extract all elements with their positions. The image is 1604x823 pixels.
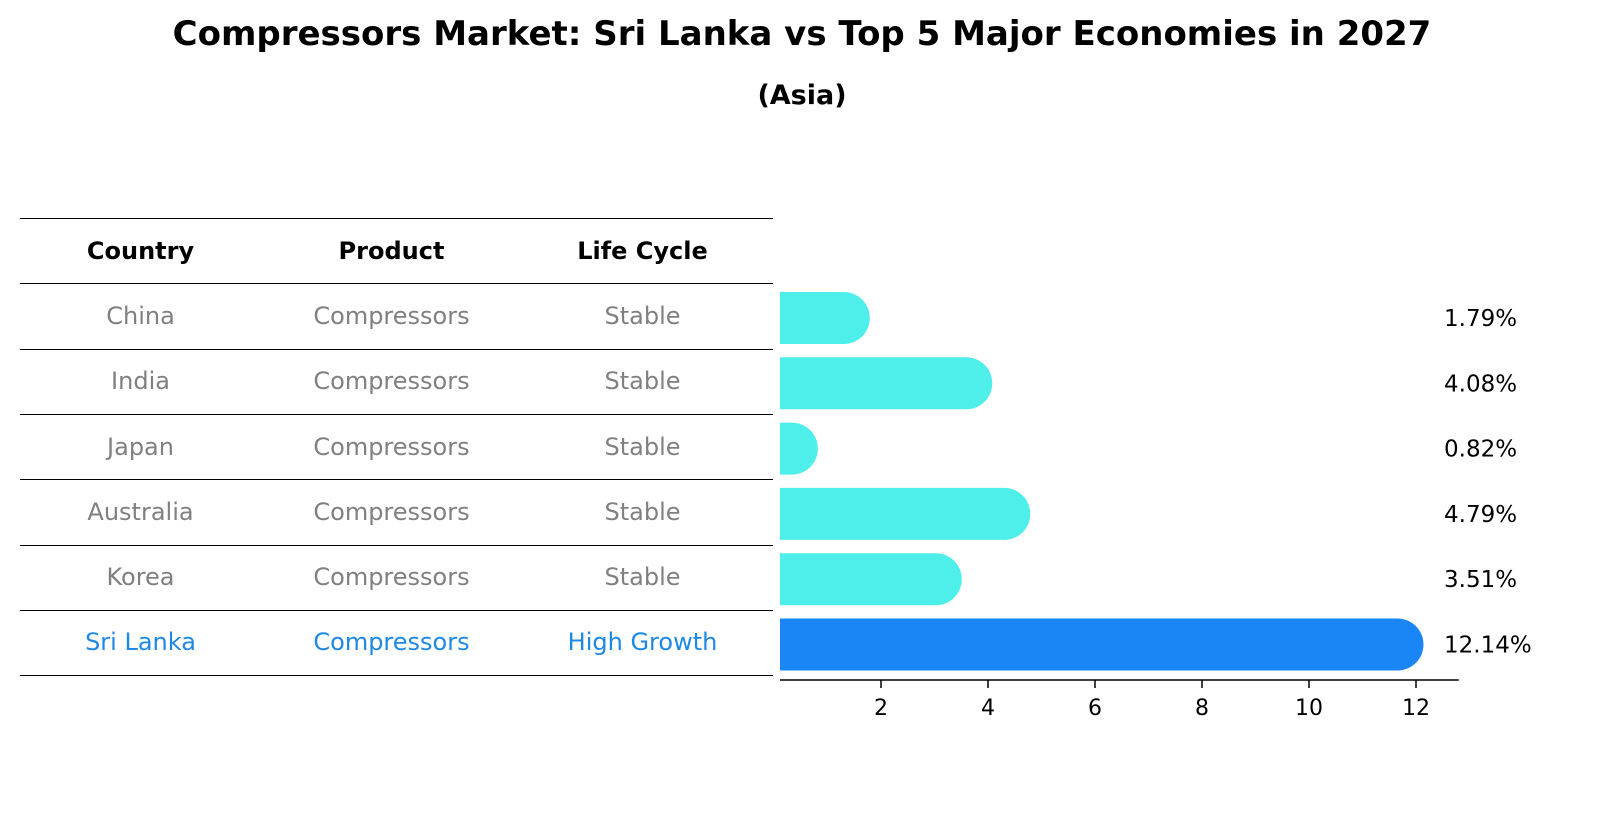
bar-australia [780, 487, 1031, 540]
column-header: Life Cycle [577, 237, 708, 265]
table-rule [20, 283, 773, 284]
bar-korea [780, 553, 962, 606]
bar-japan [780, 422, 818, 475]
table-cell: Stable [604, 433, 681, 461]
table-cell: Compressors [313, 498, 470, 526]
table-cell: Compressors [313, 367, 470, 395]
column-header: Product [338, 237, 445, 265]
bar-china [780, 292, 870, 344]
table-cell: Korea [106, 563, 175, 591]
x-tick-label: 12 [1402, 696, 1430, 721]
x-tick-label: 6 [1088, 696, 1102, 721]
table-cell: Compressors [313, 302, 470, 330]
value-label: 4.79% [1444, 502, 1517, 528]
column-header: Country [86, 237, 195, 265]
bar-india [780, 357, 993, 410]
table-rule [20, 414, 773, 415]
growth-bar-chart: 1.79% 4.08% 0.82% 4.79% 3.51% 12.14% 0 2 4 6 8 10 12 [780, 292, 1532, 721]
table-cell: High Growth [567, 628, 718, 656]
table-cell: Australia [87, 498, 194, 526]
table-cell: Stable [604, 367, 681, 395]
value-label: 12.14% [1444, 633, 1532, 659]
table-rule [20, 349, 773, 350]
table-rule [20, 610, 773, 611]
table-cell: Compressors [313, 563, 470, 591]
x-tick-label: 4 [981, 696, 995, 721]
table-cell: Stable [604, 498, 681, 526]
table-cell: Sri Lanka [85, 628, 196, 656]
table-rule [20, 675, 773, 676]
table-cell: Stable [604, 302, 681, 330]
value-label: 3.51% [1444, 567, 1517, 593]
table-rule [20, 545, 773, 546]
chart-title: Compressors Market: Sri Lanka vs Top 5 M… [172, 14, 1432, 54]
table-cell: India [111, 367, 170, 395]
table-cell: Japan [107, 433, 174, 461]
x-tick-label: 10 [1295, 696, 1323, 721]
table-cell: China [106, 302, 175, 330]
value-label: 0.82% [1444, 437, 1517, 463]
table-cell: Stable [604, 563, 681, 591]
bar-sri-lanka [780, 618, 1424, 671]
x-tick-label: 0 [780, 696, 781, 721]
table-cell: Compressors [313, 433, 470, 461]
value-label: 4.08% [1444, 371, 1517, 397]
x-tick-label: 2 [874, 696, 888, 721]
value-label: 1.79% [1444, 306, 1517, 332]
chart-subtitle: (Asia) [757, 80, 847, 111]
table-cell: Compressors [313, 628, 470, 656]
table-rule [20, 479, 773, 480]
x-tick-label: 8 [1195, 696, 1209, 721]
table-rule [20, 218, 773, 219]
